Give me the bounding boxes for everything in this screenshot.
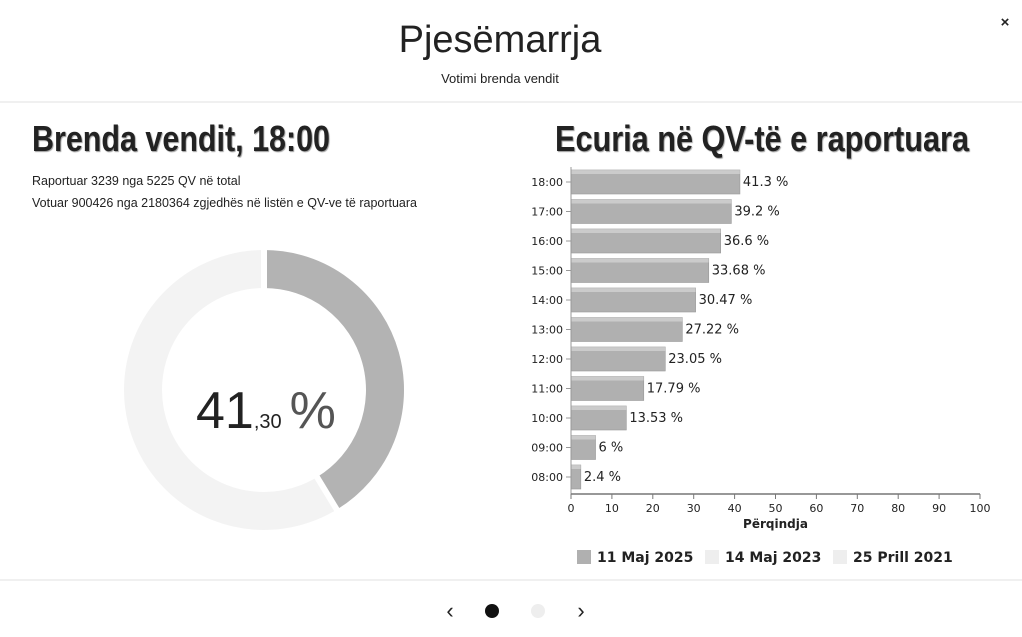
modal-title: Pjesëmarrja [399, 19, 603, 61]
summary-title: Brenda vendit, 18:00 [32, 118, 330, 159]
y-tick-label: 18:00 [531, 176, 563, 189]
next-button[interactable]: › [577, 598, 584, 623]
legend-label[interactable]: 14 Maj 2023 [725, 550, 821, 566]
bar-shine [571, 406, 627, 410]
page-dot-active[interactable] [485, 604, 499, 618]
donut-label: 41,30% [196, 382, 336, 440]
x-tick-label: 30 [687, 502, 701, 515]
bar [570, 169, 741, 195]
bar-shine [571, 317, 683, 322]
bar-shine [571, 229, 721, 233]
prev-button[interactable]: ‹ [446, 598, 453, 623]
bar-shine [571, 376, 644, 381]
page-dot[interactable] [531, 604, 545, 618]
x-axis-label: Përqindja [743, 517, 808, 531]
bar-shine [571, 170, 740, 174]
x-tick-label: 70 [850, 502, 864, 515]
donut-gap [312, 473, 341, 514]
value-label: 2.4 % [584, 470, 621, 485]
x-tick-label: 20 [646, 502, 660, 515]
bar [570, 376, 645, 401]
x-tick-label: 10 [605, 502, 619, 515]
donut-decimal: ,30 [254, 411, 282, 433]
x-tick-label: 100 [970, 502, 991, 515]
value-label: 41.3 % [743, 175, 788, 190]
bar-shine [571, 347, 666, 351]
bar [570, 435, 596, 460]
bar-shine [571, 465, 581, 469]
y-tick-label: 16:00 [531, 235, 563, 248]
x-tick-label: 80 [891, 502, 905, 515]
donut-unit: % [290, 382, 336, 440]
bar-shine [571, 288, 696, 292]
bar-shine [571, 435, 596, 440]
summary-line: Raportuar 3239 nga 5225 QV në total [32, 174, 240, 188]
close-button[interactable]: × [1001, 14, 1010, 31]
value-label: 39.2 % [734, 205, 779, 220]
x-tick-label: 60 [809, 502, 823, 515]
bar-shine [571, 258, 709, 263]
value-label: 30.47 % [699, 293, 753, 308]
summary-line: Votuar 900426 nga 2180364 zgjedhës në li… [32, 196, 417, 210]
bar [570, 405, 627, 431]
y-tick-label: 09:00 [531, 442, 563, 455]
y-tick-label: 15:00 [531, 265, 563, 278]
bar [570, 346, 666, 372]
y-tick-label: 11:00 [531, 383, 563, 396]
y-tick-label: 14:00 [531, 294, 563, 307]
legend-label[interactable]: 25 Prill 2021 [853, 550, 953, 566]
legend-swatch [705, 550, 719, 564]
bar [570, 258, 710, 283]
bar-shine [571, 199, 732, 204]
y-tick-label: 10:00 [531, 412, 563, 425]
bar [570, 228, 721, 254]
y-tick-label: 12:00 [531, 353, 563, 366]
legend-swatch [577, 550, 591, 564]
value-label: 13.53 % [629, 411, 683, 426]
value-label: 17.79 % [647, 382, 701, 397]
value-label: 23.05 % [668, 352, 722, 367]
bar [570, 287, 696, 313]
legend-swatch [833, 550, 847, 564]
value-label: 27.22 % [685, 323, 739, 338]
y-tick-label: 13:00 [531, 324, 563, 337]
chart-title: Ecuria në QV-të e raportuara [555, 118, 970, 159]
donut-integer: 41 [196, 382, 254, 440]
x-tick-label: 40 [728, 502, 742, 515]
value-label: 6 % [599, 441, 624, 456]
bar [570, 317, 683, 342]
x-tick-label: 0 [568, 502, 575, 515]
x-tick-label: 90 [932, 502, 946, 515]
y-tick-label: 17:00 [531, 206, 563, 219]
x-tick-label: 50 [769, 502, 783, 515]
donut-arc [263, 250, 404, 510]
value-label: 33.68 % [712, 264, 766, 279]
y-tick-label: 08:00 [531, 471, 563, 484]
legend-label[interactable]: 11 Maj 2025 [597, 550, 693, 566]
value-label: 36.6 % [724, 234, 769, 249]
bar [570, 199, 732, 224]
modal-subtitle: Votimi brenda vendit [441, 71, 559, 86]
